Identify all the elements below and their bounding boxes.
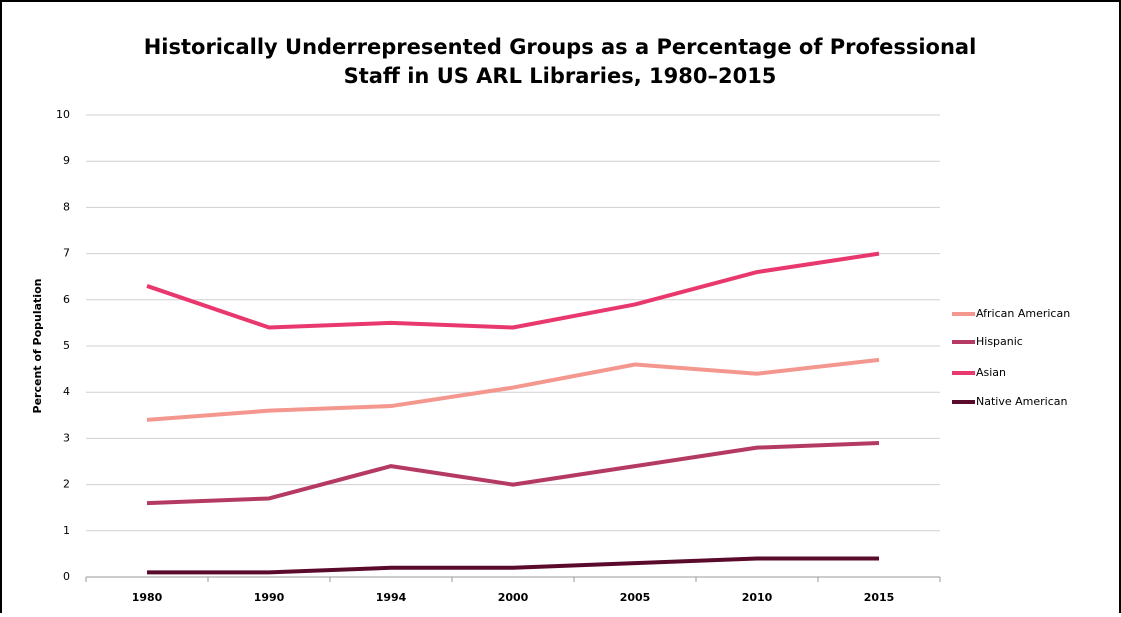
x-tick-label: 1994: [376, 591, 407, 604]
y-tick-label: 10: [56, 108, 70, 121]
y-axis-label: Percent of Population: [31, 279, 44, 414]
x-tick-label: 1980: [132, 591, 163, 604]
chart-title: Historically Underrepresented Groups as …: [144, 35, 977, 59]
y-tick-label: 6: [63, 293, 70, 306]
y-tick-label: 1: [63, 524, 70, 537]
line-series: [146, 441, 880, 506]
legend-label: Hispanic: [976, 335, 1023, 348]
line-series: [146, 357, 880, 422]
x-tick-label: 2010: [742, 591, 773, 604]
y-tick-label: 8: [63, 200, 70, 213]
y-tick-label: 9: [63, 154, 70, 167]
y-tick-label: 3: [63, 431, 70, 444]
chart-title: Staff in US ARL Libraries, 1980–2015: [344, 64, 777, 88]
legend-label: African American: [976, 307, 1070, 320]
y-tick-label: 0: [63, 570, 70, 583]
y-tick-label: 7: [63, 247, 70, 260]
y-tick-label: 4: [63, 385, 70, 398]
x-tick-label: 1990: [254, 591, 285, 604]
x-tick-label: 2015: [864, 591, 895, 604]
y-tick-label: 5: [63, 339, 70, 352]
line-series: [147, 556, 879, 575]
x-tick-label: 2000: [498, 591, 529, 604]
x-tick-label: 2005: [620, 591, 651, 604]
legend-label: Asian: [976, 366, 1006, 379]
y-tick-label: 2: [63, 478, 70, 491]
legend-label: Native American: [976, 395, 1067, 408]
line-series: [146, 251, 880, 330]
